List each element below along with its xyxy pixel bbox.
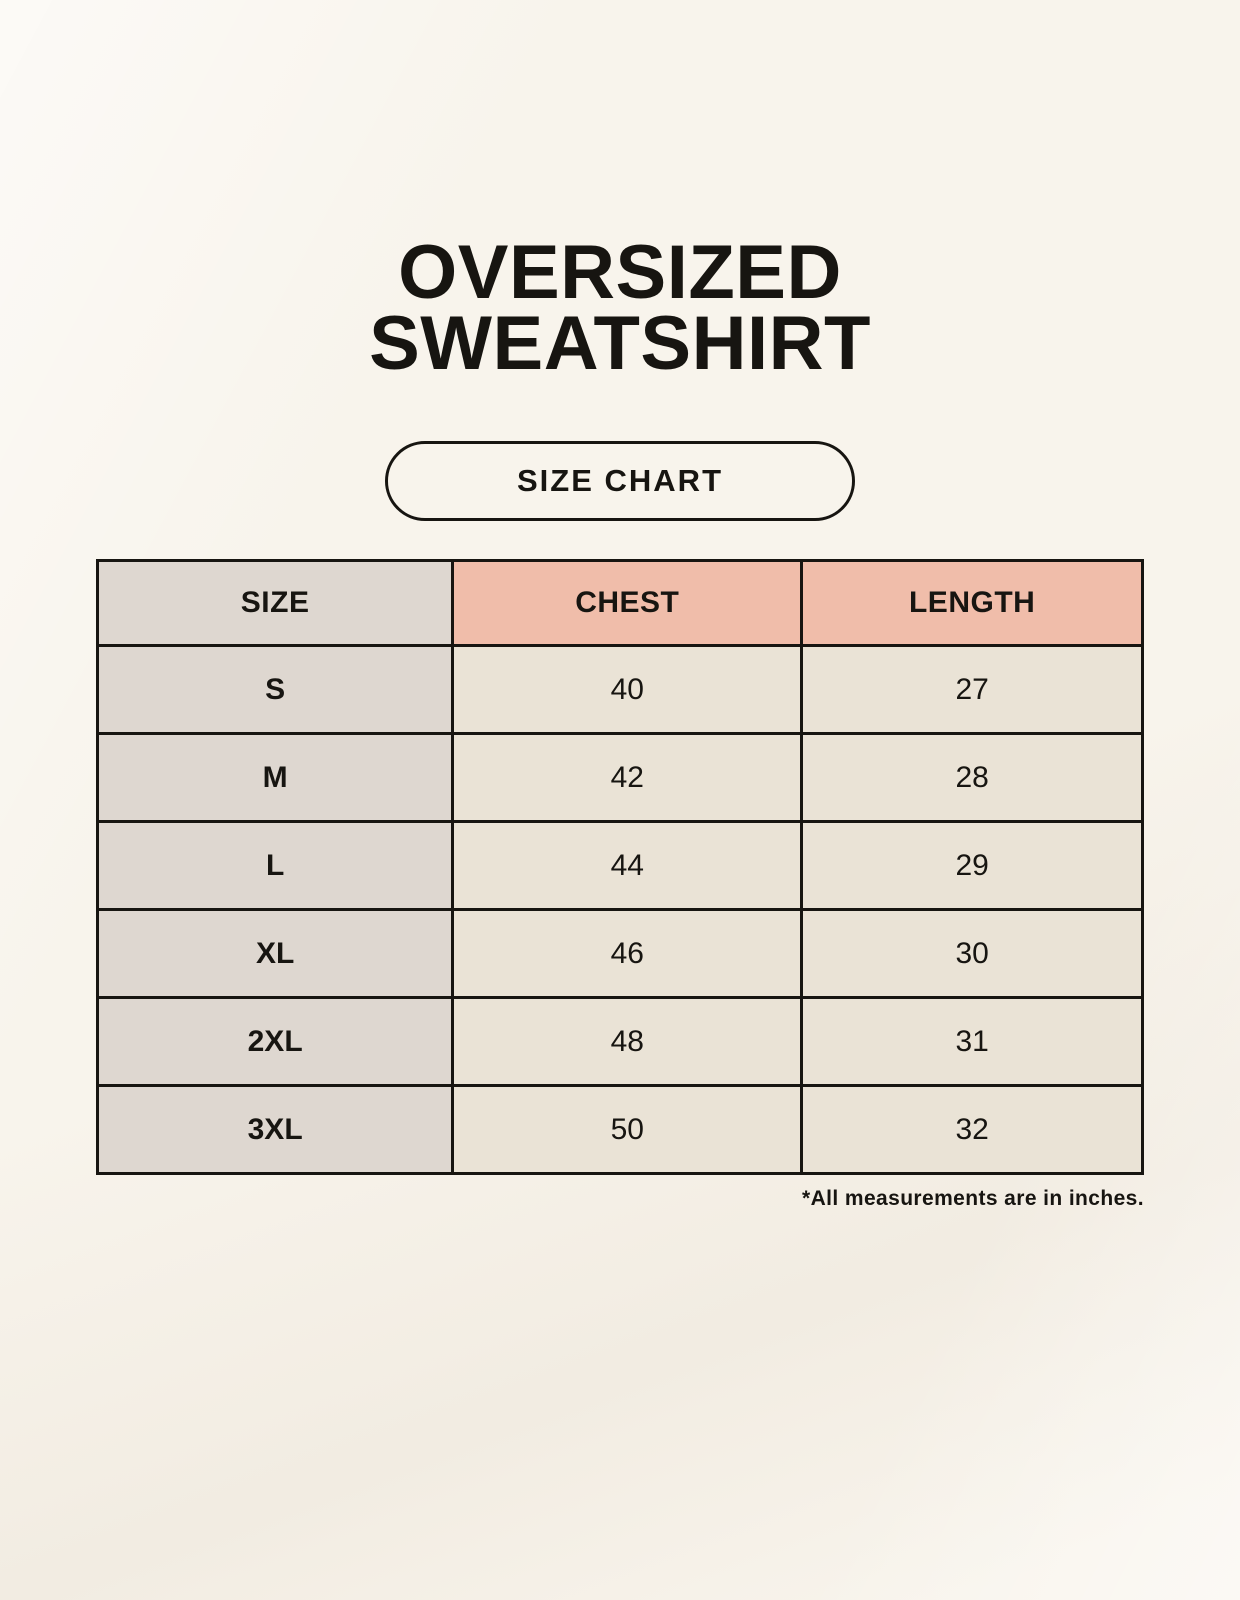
table-row: 2XL 48 31: [95, 996, 1144, 1088]
size-chart-table-container: SIZE CHEST LENGTH S 40 27 M 42 28 L: [95, 559, 1144, 1176]
chest-cell: 40: [451, 644, 804, 736]
column-header-length: LENGTH: [800, 559, 1144, 648]
column-header-chest: CHEST: [451, 559, 804, 648]
length-cell: 27: [800, 644, 1144, 736]
table-row: 3XL 50 32: [95, 1084, 1144, 1176]
length-cell: 28: [800, 732, 1144, 824]
chest-cell: 46: [451, 908, 804, 1000]
measurements-note: *All measurements are in inches.: [802, 1187, 1144, 1211]
chest-cell: 48: [451, 996, 804, 1088]
length-cell: 31: [800, 996, 1144, 1088]
chest-cell: 42: [451, 732, 804, 824]
page-title: OVERSIZED SWEATSHIRT: [0, 0, 1240, 386]
size-cell: XL: [95, 908, 455, 1000]
table-row: XL 46 30: [95, 908, 1144, 1000]
table-header-row: SIZE CHEST LENGTH: [95, 559, 1144, 648]
page-title-line-1: OVERSIZED: [398, 230, 842, 315]
column-header-size: SIZE: [95, 559, 455, 648]
size-chart-button-label: SIZE CHART: [517, 463, 723, 499]
size-chart-button[interactable]: SIZE CHART: [385, 441, 855, 522]
length-cell: 30: [800, 908, 1144, 1000]
table-row: S 40 27: [95, 644, 1144, 736]
table-row: M 42 28: [95, 732, 1144, 824]
chest-cell: 50: [451, 1084, 804, 1176]
chest-cell: 44: [451, 820, 804, 912]
table-row: L 44 29: [95, 820, 1144, 912]
size-cell: L: [95, 820, 455, 912]
size-cell: S: [95, 644, 455, 736]
length-cell: 29: [800, 820, 1144, 912]
size-cell: 2XL: [95, 996, 455, 1088]
size-chart-table: SIZE CHEST LENGTH S 40 27 M 42 28 L: [95, 559, 1144, 1176]
length-cell: 32: [800, 1084, 1144, 1176]
size-cell: M: [95, 732, 455, 824]
page-title-line-2: SWEATSHIRT: [369, 300, 871, 386]
size-cell: 3XL: [95, 1084, 455, 1176]
